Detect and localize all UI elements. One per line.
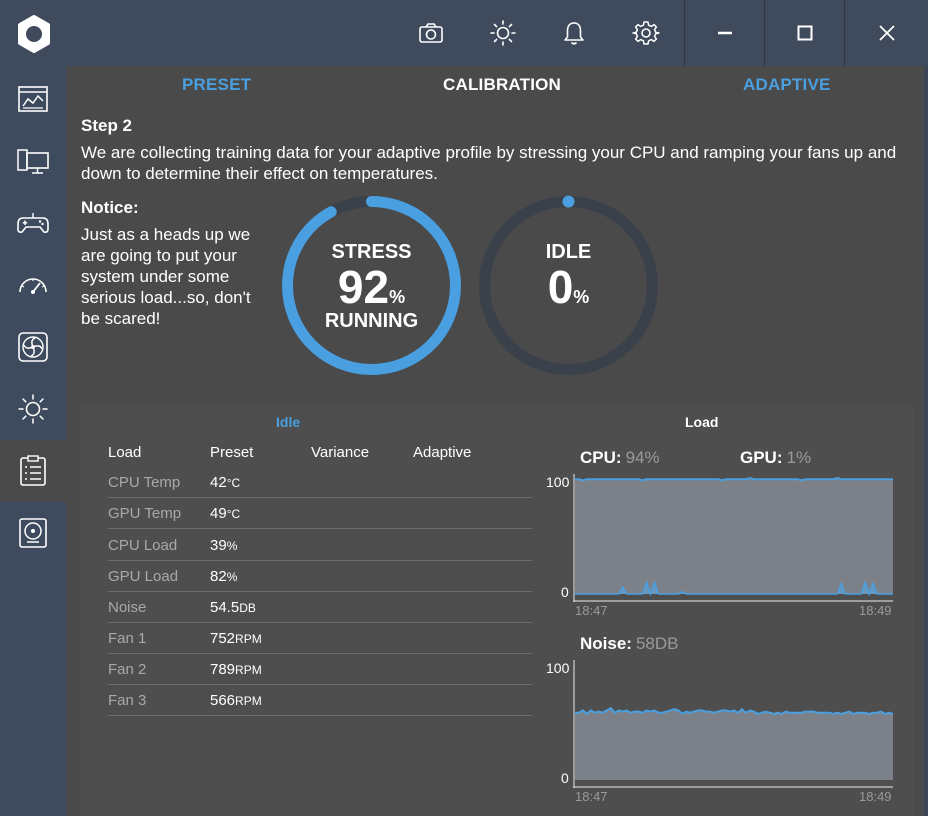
x-tick-label: 18:49 — [859, 603, 892, 618]
stats-panel: Idle Load Load Preset Variance Adaptive … — [80, 404, 914, 816]
title-bar — [0, 0, 928, 66]
step-description: We are collecting training data for your… — [81, 143, 897, 183]
system-info-icon — [17, 149, 49, 174]
x-tick-label: 18:47 — [575, 789, 608, 804]
load-section-title: Load — [685, 414, 719, 430]
stress-label: STRESS — [331, 241, 412, 263]
series-area-cpu — [575, 478, 893, 594]
sidebar-item-games[interactable] — [0, 192, 66, 254]
sidebar-item-performance[interactable] — [0, 254, 66, 316]
gear-icon[interactable] — [631, 18, 661, 48]
minimize-button[interactable] — [684, 0, 764, 66]
sidebar-item-fans[interactable] — [0, 316, 66, 378]
table-row: Fan 2 789RPM — [108, 654, 532, 685]
stress-progress-arc — [282, 196, 461, 375]
table-row: Noise 54.5DB — [108, 592, 532, 623]
main-content: PRESET CALIBRATION ADAPTIVE Step 2 We ar… — [66, 66, 924, 816]
dashboard-icon — [18, 86, 48, 112]
table-row: CPU Load 39% — [108, 530, 532, 561]
y-tick-label: 0 — [561, 770, 569, 786]
fan-icon — [18, 332, 48, 362]
lighting-icon — [18, 394, 48, 424]
checklist-icon — [20, 455, 46, 486]
idle-section-title: Idle — [276, 414, 301, 430]
cpu-readout: CPU: 94% — [580, 448, 660, 467]
series-line-cpu — [575, 476, 893, 482]
speedometer-icon — [19, 278, 47, 294]
x-tick-label: 18:49 — [859, 789, 892, 804]
notice-text: Just as a heads up we are going to put y… — [81, 225, 251, 328]
tab-calibration[interactable]: CALIBRATION — [443, 75, 562, 94]
sidebar-item-storage[interactable] — [0, 502, 66, 564]
noise-chart — [573, 660, 893, 788]
col-header-adaptive: Adaptive — [413, 444, 472, 461]
stress-value: 92% — [337, 261, 406, 313]
table-row: CPU Temp 42°C — [108, 467, 532, 498]
idle-value: 0% — [547, 261, 590, 313]
series-line-noise — [575, 706, 893, 716]
table-row: Fan 3 566RPM — [108, 685, 532, 716]
x-tick-label: 18:47 — [575, 603, 608, 618]
table-row: Fan 1 752RPM — [108, 623, 532, 654]
gpu-readout: GPU: 1% — [740, 448, 812, 467]
minimize-icon — [717, 31, 732, 35]
col-header-preset: Preset — [210, 444, 254, 461]
gamepad-icon — [17, 213, 49, 233]
idle-label: IDLE — [545, 241, 592, 263]
brightness-icon[interactable] — [488, 18, 518, 48]
stress-gauge: STRESS 92% RUNNING — [279, 193, 464, 378]
tab-preset[interactable]: PRESET — [182, 75, 252, 94]
cpu-gpu-load-chart — [573, 474, 893, 602]
col-header-variance: Variance — [311, 444, 370, 461]
y-tick-label: 100 — [546, 660, 570, 676]
idle-progress-dot — [562, 195, 575, 208]
sidebar-item-dashboard[interactable] — [0, 68, 66, 130]
series-area-noise — [575, 708, 893, 780]
close-button[interactable] — [844, 0, 928, 66]
camera-icon[interactable] — [416, 18, 446, 48]
idle-gauge: IDLE 0% — [476, 193, 661, 378]
storage-icon — [19, 518, 47, 548]
sidebar-item-calibration[interactable] — [0, 440, 66, 502]
table-row: GPU Temp 49°C — [108, 498, 532, 529]
maximize-icon — [797, 25, 812, 41]
y-tick-label: 0 — [561, 584, 569, 600]
sidebar — [0, 66, 66, 816]
step-title: Step 2 — [81, 116, 133, 135]
app-logo-icon — [14, 14, 54, 54]
series-area-gpu — [575, 582, 893, 594]
close-icon — [878, 25, 895, 41]
maximize-button[interactable] — [764, 0, 844, 66]
table-row: GPU Load 82% — [108, 561, 532, 592]
col-header-load: Load — [108, 444, 142, 461]
notice-title: Notice: — [81, 198, 139, 217]
tab-adaptive[interactable]: ADAPTIVE — [743, 75, 831, 94]
y-tick-label: 100 — [546, 474, 570, 490]
series-line-gpu — [575, 579, 893, 597]
noise-readout: Noise: 58DB — [580, 634, 679, 653]
sidebar-item-lighting[interactable] — [0, 378, 66, 440]
stress-status: RUNNING — [324, 310, 419, 332]
sidebar-item-system-info[interactable] — [0, 130, 66, 192]
bell-icon[interactable] — [559, 18, 589, 48]
